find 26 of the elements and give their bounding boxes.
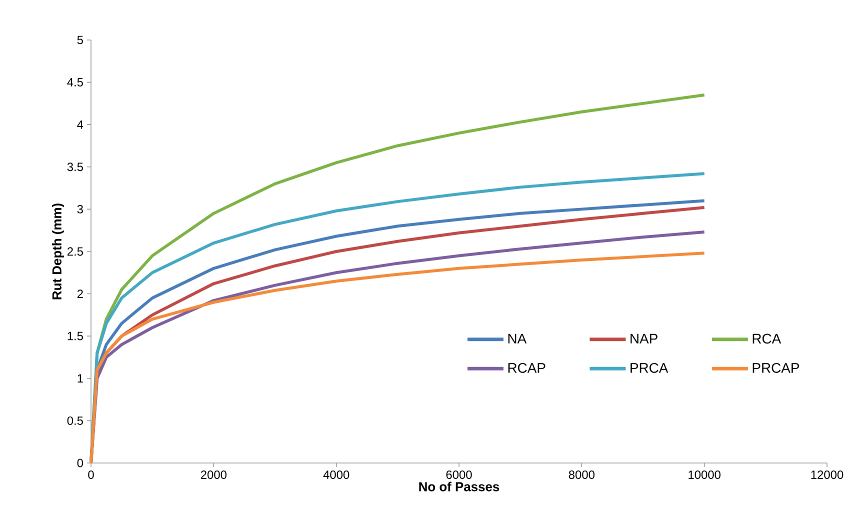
x-tick-label: 12000 <box>811 470 844 479</box>
legend-label: NAP <box>630 334 658 344</box>
y-tick-label: 1.5 <box>68 332 83 340</box>
x-tick-label: 4000 <box>323 470 350 479</box>
y-axis-title: Rut Depth (mm) <box>52 204 64 300</box>
x-tick-label: 2000 <box>200 470 227 479</box>
x-tick-label: 0 <box>88 470 94 479</box>
x-tick-label: 6000 <box>446 470 472 479</box>
legend-label: RCAP <box>508 362 546 373</box>
y-tick-label: 1 <box>78 374 83 382</box>
legend-label: NA <box>508 334 527 344</box>
y-tick-label: 5 <box>77 36 83 44</box>
y-tick-label: 0.5 <box>67 416 83 425</box>
y-tick-label: 4.5 <box>67 78 83 86</box>
legend-label: RCA <box>752 334 782 344</box>
y-tick-label: 3 <box>77 204 83 214</box>
x-axis-title: No of Passes <box>419 482 500 492</box>
y-tick-label: 2 <box>77 290 83 298</box>
legend-label: PRCA <box>630 362 668 373</box>
x-tick-label: 8000 <box>568 470 595 479</box>
legend-label: PRCAP <box>752 362 800 373</box>
y-tick-label: 3.5 <box>67 162 83 172</box>
x-tick-label: 10000 <box>688 470 720 479</box>
y-tick-label: 2.5 <box>67 247 83 256</box>
y-tick-label: 4 <box>77 120 84 129</box>
y-tick-label: 0 <box>77 458 84 468</box>
